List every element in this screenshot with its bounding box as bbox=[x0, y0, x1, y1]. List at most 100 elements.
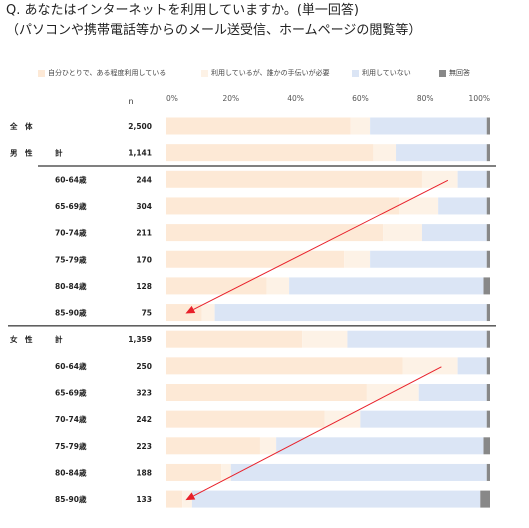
bar-segment-notuse bbox=[370, 250, 487, 268]
chart-subtitle: （パソコンや携帯電話等からのメール送受信、ホームページの閲覧等） bbox=[6, 23, 422, 38]
row-n-value: 1,141 bbox=[128, 149, 152, 158]
bar-segment-notuse bbox=[347, 330, 487, 348]
bar-segment-na bbox=[480, 490, 490, 508]
trend-arrow-head bbox=[185, 492, 196, 501]
bar-segment-na bbox=[483, 437, 490, 455]
bar-segment-self bbox=[166, 277, 267, 295]
bar-segment-notuse bbox=[370, 117, 487, 135]
row-label: 70-74歳 bbox=[55, 228, 87, 238]
x-tick-label: 80% bbox=[417, 94, 434, 103]
row-n-value: 2,500 bbox=[128, 122, 152, 131]
row-n-value: 211 bbox=[136, 229, 152, 238]
bar-segment-na bbox=[486, 410, 490, 428]
row-label: 60-64歳 bbox=[55, 361, 87, 371]
row-n-value: 128 bbox=[136, 282, 152, 291]
bar-segment-self bbox=[166, 197, 400, 215]
bar-segment-na bbox=[486, 330, 490, 348]
bar-segment-na bbox=[486, 170, 490, 188]
bar-segment-self bbox=[166, 170, 422, 188]
bar-segment-na bbox=[486, 384, 490, 401]
legend-swatch-self bbox=[38, 69, 45, 77]
row-label: 85-90歳 bbox=[55, 308, 87, 318]
row-label: 70-74歳 bbox=[55, 414, 87, 424]
row-n-value: 223 bbox=[136, 442, 152, 451]
x-tick-label: 0% bbox=[166, 94, 178, 103]
bar-segment-help bbox=[344, 250, 371, 268]
bar-segment-help bbox=[373, 144, 397, 162]
bar-segment-notuse bbox=[421, 224, 487, 242]
row-n-value: 242 bbox=[136, 415, 152, 424]
bar-segment-notuse bbox=[438, 197, 487, 215]
bar-segment-self bbox=[166, 437, 260, 455]
bar-segment-self bbox=[166, 463, 222, 481]
bar-segment-na bbox=[486, 250, 490, 268]
row-n-value: 244 bbox=[136, 175, 152, 184]
row-n-value: 188 bbox=[136, 468, 152, 477]
bar-segment-help bbox=[302, 330, 348, 348]
row-label: 計 bbox=[55, 334, 63, 344]
trend-arrow-head bbox=[185, 305, 196, 314]
row-n-value: 323 bbox=[136, 389, 152, 398]
bar-segment-na bbox=[486, 197, 490, 215]
trend-arrow-line bbox=[193, 366, 442, 497]
row-n-value: 250 bbox=[136, 362, 152, 371]
legend-item-notuse: 利用していない bbox=[352, 68, 411, 78]
bar-segment-help bbox=[383, 224, 422, 242]
bar-segment-help bbox=[201, 304, 215, 322]
x-tick-label: 100% bbox=[469, 94, 490, 103]
row-label: 75-79歳 bbox=[55, 441, 87, 451]
legend-label-help: 利用しているが、誰かの手伝いが必要 bbox=[211, 69, 330, 77]
bar-segment-notuse bbox=[457, 357, 487, 375]
bar-segment-na bbox=[486, 357, 490, 375]
bar-segment-notuse bbox=[214, 304, 487, 322]
row-label: 65-69歳 bbox=[55, 201, 87, 211]
n-header: n bbox=[128, 97, 133, 106]
bar-segment-self bbox=[166, 410, 325, 428]
bar-segment-na bbox=[483, 277, 490, 295]
bar-segment-na bbox=[486, 117, 490, 135]
bar-segment-na bbox=[486, 144, 490, 162]
bar-segment-self bbox=[166, 490, 183, 508]
legend-swatch-help bbox=[201, 69, 208, 77]
row-label: 80-84歳 bbox=[55, 281, 87, 291]
row-n-value: 133 bbox=[136, 495, 152, 504]
row-n-value: 75 bbox=[142, 309, 152, 318]
bar-segment-self bbox=[166, 304, 202, 322]
x-tick-label: 60% bbox=[352, 94, 369, 103]
row-label: 計 bbox=[55, 148, 63, 158]
chart-title: Q. あなたはインターネットを利用していますか。(単一回答) bbox=[6, 3, 359, 18]
row-n-value: 170 bbox=[136, 255, 152, 264]
bar-segment-self bbox=[166, 224, 384, 242]
bar-segment-na bbox=[486, 224, 490, 242]
bar-segment-self bbox=[166, 117, 351, 135]
bar-segment-na bbox=[486, 304, 490, 322]
bar-segment-na bbox=[486, 463, 490, 481]
x-tick-label: 20% bbox=[222, 94, 239, 103]
bar-segment-self bbox=[166, 144, 374, 162]
bar-segment-notuse bbox=[230, 463, 487, 481]
legend-swatch-na bbox=[439, 69, 446, 77]
row-n-value: 304 bbox=[136, 202, 152, 211]
row-label: 60-64歳 bbox=[55, 174, 87, 184]
bar-segment-self bbox=[166, 330, 303, 348]
bar-segment-self bbox=[166, 384, 367, 401]
bar-segment-help bbox=[266, 277, 290, 295]
row-label: 65-69歳 bbox=[55, 388, 87, 398]
bar-segment-notuse bbox=[396, 144, 487, 162]
legend-item-self: 自分ひとりで、ある程度利用している bbox=[38, 68, 166, 78]
bar-segment-help bbox=[402, 357, 458, 375]
bar-segment-help bbox=[421, 170, 458, 188]
legend-item-na: 無回答 bbox=[439, 68, 470, 78]
row-n-value: 1,359 bbox=[128, 335, 152, 344]
bar-segment-help bbox=[399, 197, 439, 215]
row-group-label: 全 体 bbox=[9, 121, 33, 131]
row-label: 75-79歳 bbox=[55, 254, 87, 264]
bar-segment-notuse bbox=[360, 410, 487, 428]
row-group-label: 女 性 bbox=[10, 334, 33, 344]
bar-segment-self bbox=[166, 357, 403, 375]
bar-segment-help bbox=[350, 117, 371, 135]
x-tick-label: 40% bbox=[287, 94, 304, 103]
bar-segment-help bbox=[259, 437, 277, 455]
bar-segment-notuse bbox=[191, 490, 481, 508]
